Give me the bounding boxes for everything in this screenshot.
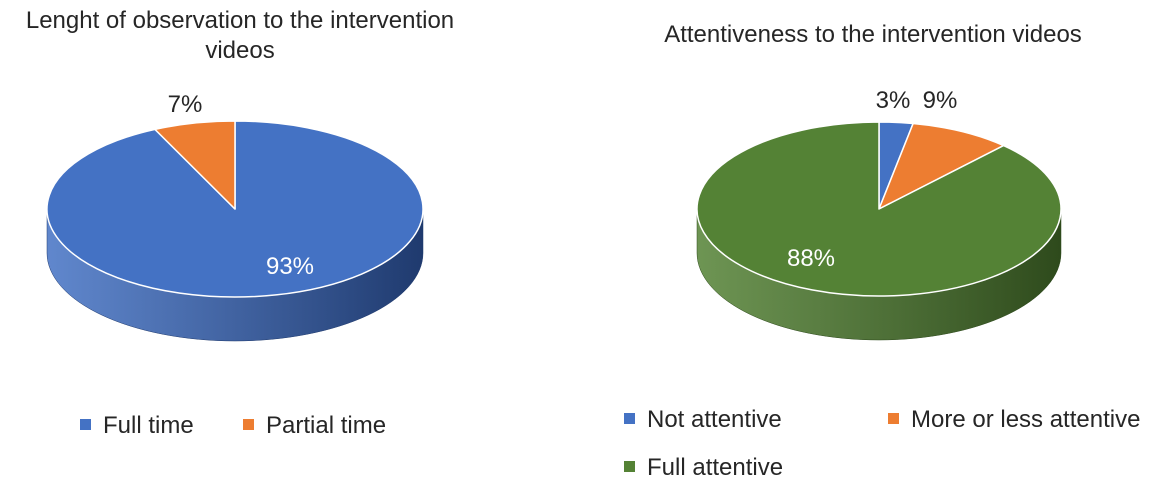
- legend-swatch: [888, 413, 899, 425]
- data-label-more-or-less-attentive: 9%: [923, 87, 958, 114]
- pie-slice-partial-time: [154, 120, 236, 210]
- pie-chart-observation-length: Lenght of observation to the interventio…: [0, 0, 480, 486]
- chart-title: Attentiveness to the intervention videos: [664, 21, 1082, 48]
- data-label-partial-time: 7%: [168, 91, 203, 118]
- legend-item-not-attentive: Not attentive: [624, 405, 782, 435]
- data-label-not-attentive: 3%: [876, 87, 911, 114]
- pie-chart-attentiveness: Attentiveness to the intervention videos…: [580, 0, 1166, 486]
- legend-swatch: [624, 413, 635, 425]
- pie-slice-full-attentive: [696, 121, 1062, 297]
- legend-item-partial-time: Partial time: [243, 411, 386, 441]
- legend-label: Full time: [103, 412, 194, 439]
- legend-label: Full attentive: [647, 454, 784, 481]
- pie-slice-more-or-less-attentive: [878, 122, 1005, 210]
- legend-swatch: [624, 461, 635, 473]
- pie-plot-area: 3% 9% 88%: [696, 87, 1062, 341]
- data-label-full-time: 93%: [266, 253, 314, 280]
- legend-item-full-attentive: Full attentive: [624, 453, 783, 483]
- legend-swatch: [80, 419, 91, 431]
- legend-swatch: [243, 419, 254, 431]
- chart-title: Lenght of observation to the interventio…: [25, 7, 455, 64]
- legend-item-more-or-less-attentive: More or less attentive: [888, 405, 1140, 435]
- legend-label: More or less attentive: [911, 406, 1141, 433]
- legend-label: Not attentive: [647, 406, 782, 433]
- legend-label: Partial time: [266, 412, 387, 439]
- data-label-full-attentive: 88%: [787, 245, 835, 272]
- legend-item-full-time: Full time: [80, 411, 194, 441]
- pie-plot-area: 93% 7%: [46, 91, 424, 342]
